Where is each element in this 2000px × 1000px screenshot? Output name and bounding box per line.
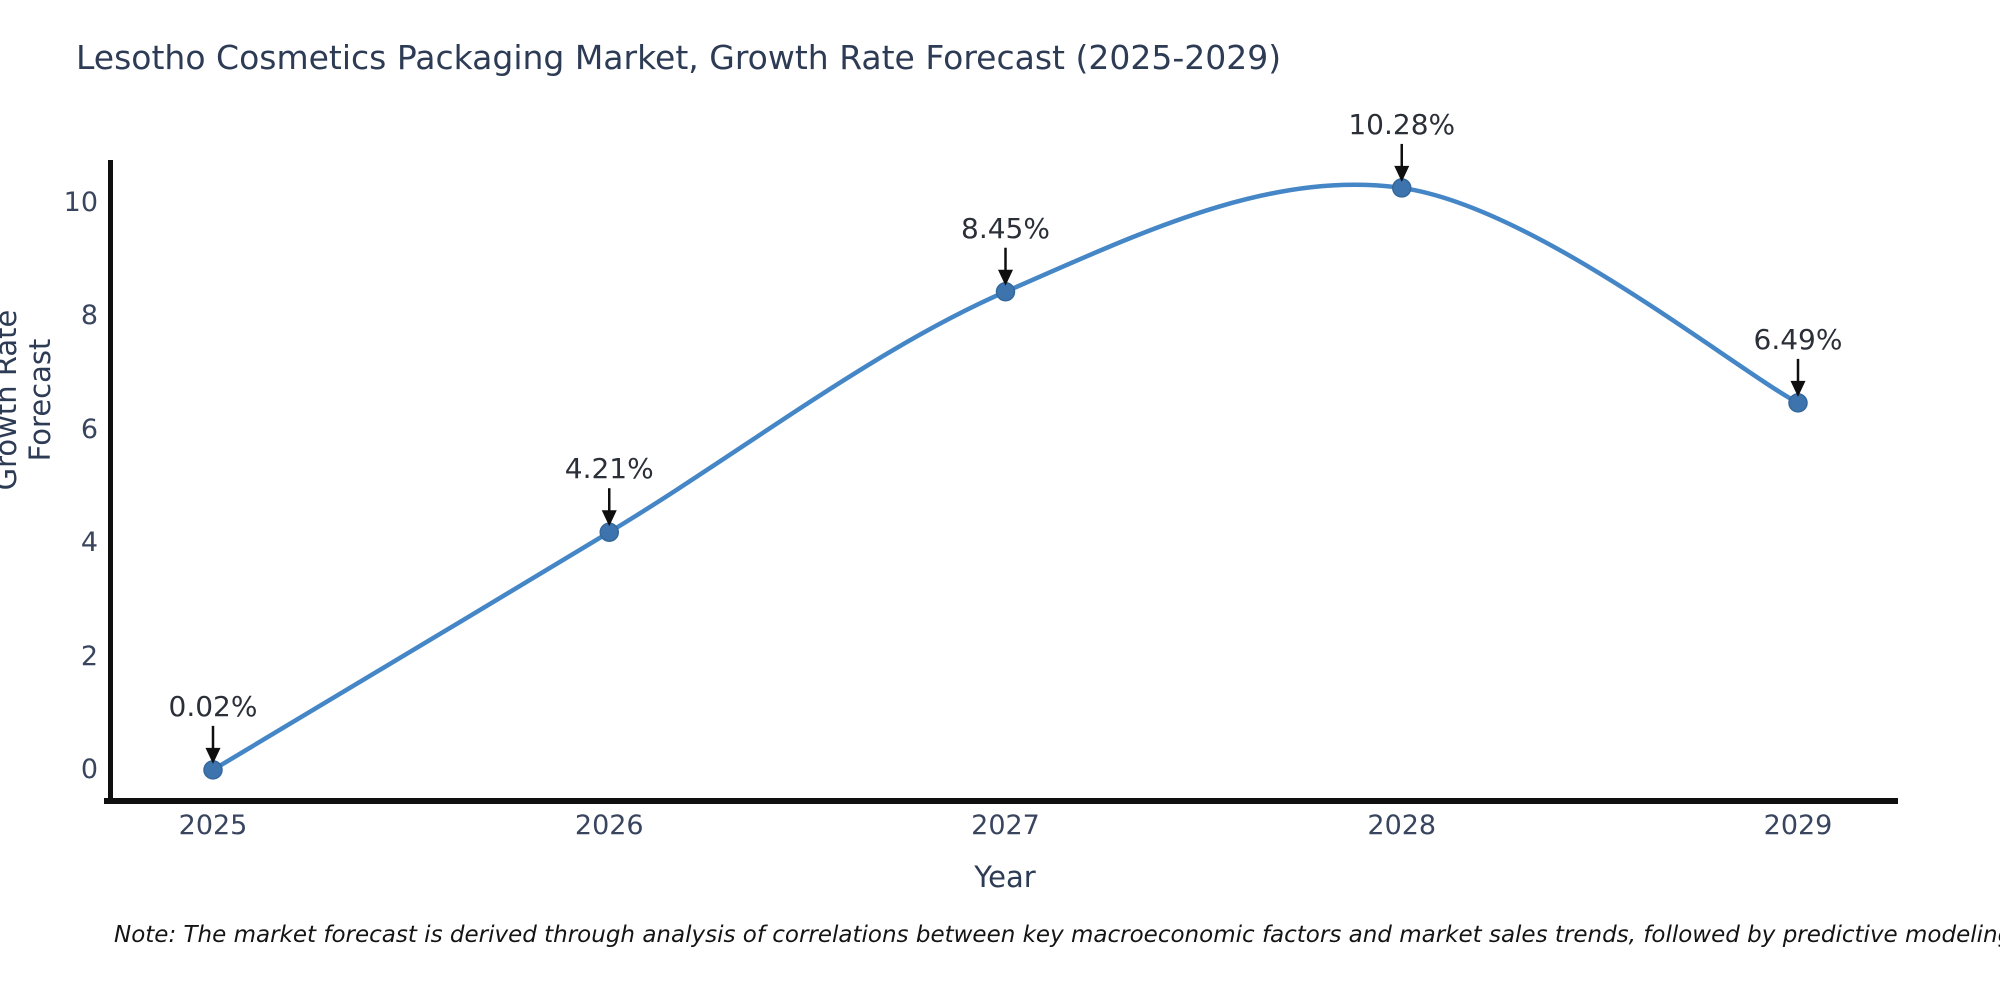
x-tick-label: 2025 xyxy=(178,810,248,841)
x-tick-label: 2028 xyxy=(1367,810,1437,841)
annotation-label: 10.28% xyxy=(1348,107,1456,141)
y-tick-label: 8 xyxy=(80,300,98,332)
annotation-arrow-head xyxy=(601,510,617,527)
x-tick-label: 2029 xyxy=(1763,810,1833,841)
y-tick-label: 4 xyxy=(80,527,98,559)
x-tick-label: 2026 xyxy=(574,810,644,841)
annotation-arrow-head xyxy=(205,747,221,764)
annotation-label: 8.45% xyxy=(961,211,1050,245)
y-tick-label: 6 xyxy=(80,413,98,445)
x-axis-title: Year xyxy=(974,860,1036,894)
footnote: Note: The market forecast is derived thr… xyxy=(114,922,2000,948)
y-tick-label: 0 xyxy=(80,754,98,785)
annotation-label: 0.02% xyxy=(168,689,258,723)
x-tick-label: 2027 xyxy=(971,810,1040,841)
chart-title: Lesotho Cosmetics Packaging Market, Grow… xyxy=(76,38,1282,77)
y-axis-title: Growth Rate Forecast xyxy=(0,309,57,491)
annotation-arrow-head xyxy=(1394,165,1410,182)
y-tick-label: 10 xyxy=(63,186,98,218)
annotation-label: 4.21% xyxy=(564,452,654,486)
annotation-label: 6.49% xyxy=(1753,322,1843,356)
annotation-arrow-head xyxy=(1790,380,1806,397)
annotation-arrow-head xyxy=(998,269,1013,286)
y-tick-label: 2 xyxy=(80,640,98,672)
